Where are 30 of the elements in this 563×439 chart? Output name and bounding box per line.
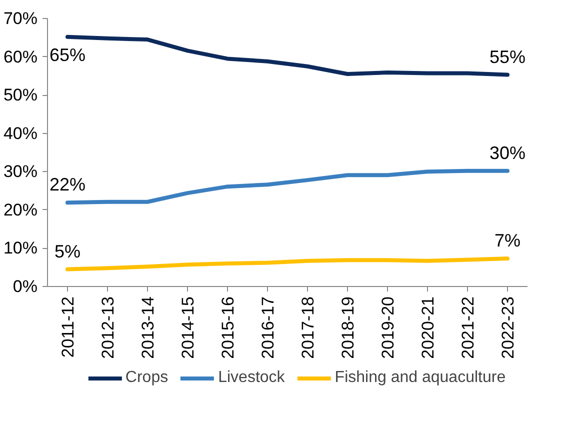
line-series: [66, 256, 510, 272]
x-tick-label: 2016-17: [258, 296, 278, 359]
y-tick-label: 30%: [3, 162, 38, 182]
x-tick-label: 2014-15: [178, 296, 198, 359]
y-tick-label: 20%: [3, 200, 38, 220]
x-tick-label: 2011-12: [58, 296, 78, 358]
x-tick-label: 2022-23: [498, 296, 518, 359]
y-tick-label: 50%: [3, 86, 38, 105]
x-tick-label: 2017-18: [298, 296, 318, 359]
x-tick-label: 2018-19: [338, 296, 358, 359]
annotation: 65%: [49, 44, 86, 65]
annotation: 7%: [494, 230, 521, 251]
x-tick-label: 2013-14: [138, 296, 158, 359]
x-tick-label: 2019-20: [378, 296, 398, 359]
x-tick-label: 2020-21: [418, 296, 438, 359]
annotation: 55%: [489, 46, 526, 67]
y-tick-label: 10%: [3, 238, 38, 258]
y-tick-label: 60%: [3, 47, 38, 66]
annotation: 22%: [49, 174, 86, 195]
x-tick-label: 2012-13: [98, 296, 118, 359]
legend-label: Livestock: [218, 369, 285, 387]
x-tick-label: 2015-16: [218, 296, 238, 359]
y-tick-label: 0%: [12, 277, 38, 296]
legend-label: Crops: [125, 369, 168, 387]
x-tick-label: 2021-22: [458, 296, 478, 359]
legend-label: Fishing and aquaculture: [334, 369, 506, 387]
annotation: 5%: [54, 241, 81, 262]
annotation: 30%: [489, 142, 526, 163]
y-tick-label: 40%: [3, 124, 38, 143]
y-tick-label: 70%: [3, 9, 38, 28]
